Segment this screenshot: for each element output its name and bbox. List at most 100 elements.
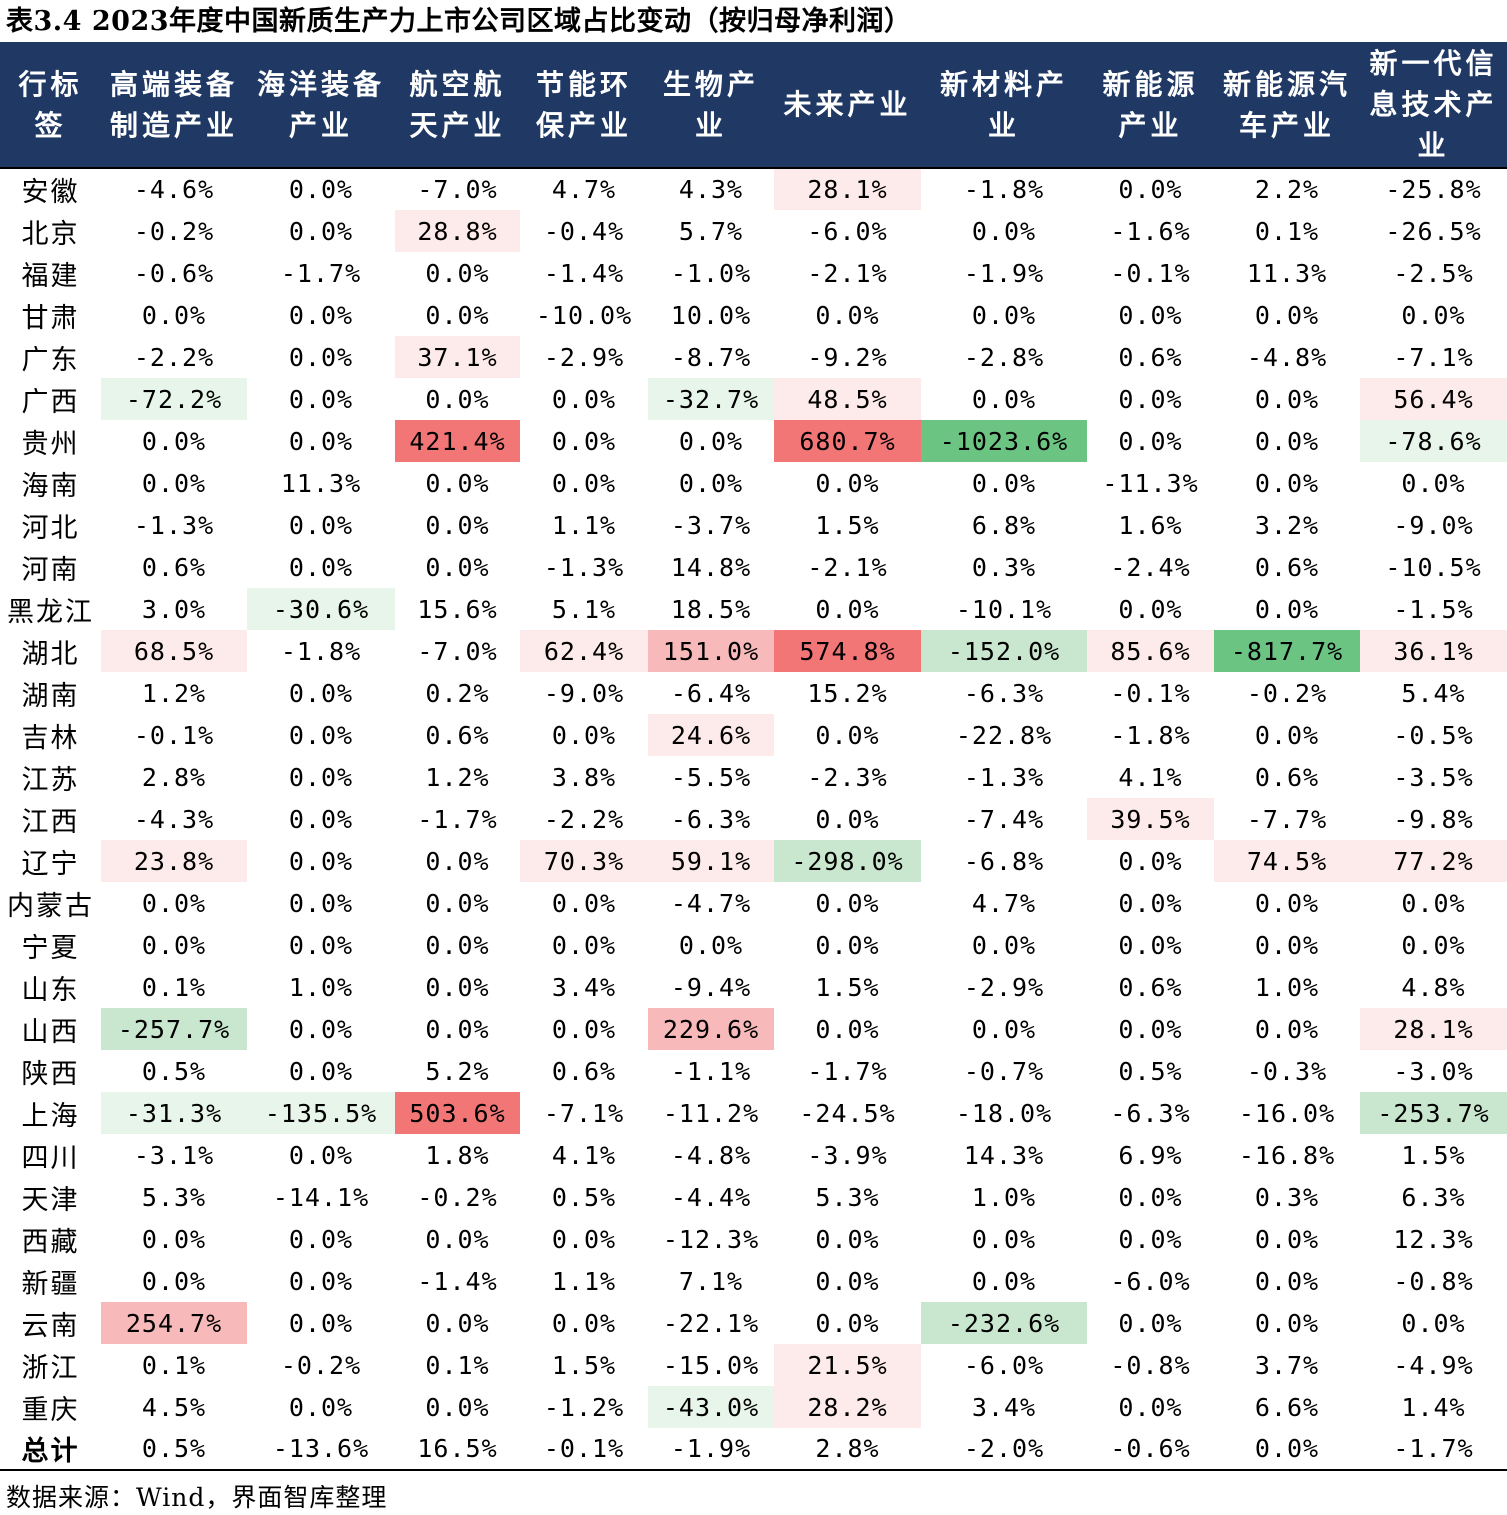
value-cell: 11.3% [1246,258,1328,288]
value-cell: 3.7% [1254,1350,1320,1380]
region-label: 新疆 [21,1268,80,1300]
value-cell: -2.3% [807,762,888,792]
value-cell: -0.2% [280,1350,362,1380]
value-cell: 74.5% [1214,840,1360,882]
value-cell: 0.0% [815,720,880,750]
value-cell: -6.8% [963,846,1045,876]
value-cell: -5.5% [670,762,752,792]
value-cell: -2.9% [963,972,1045,1002]
value-cell: -31.3% [101,1092,247,1134]
value-cell: -1.4% [417,1266,498,1296]
value-cell: 0.5% [101,1428,247,1471]
value-cell: 4.1% [1118,762,1183,792]
value-cell: 0.0% [815,930,880,960]
column-header: 航空航 天产业 [395,42,520,168]
value-cell: -817.7% [1214,630,1360,672]
value-cell: -26.5% [1385,216,1482,246]
value-cell: -0.3% [1246,1056,1328,1086]
value-cell: -0.8% [1110,1350,1191,1380]
table-row: 广西 -72.2% 0.0% 0.0% 0.0% -32.7% 48.5% 0.0% 0.0% 0… [0,378,1507,420]
header-line: 海洋装备 [256,67,385,101]
value-cell: 0.0% [1254,888,1320,918]
header-line: 天产业 [409,108,506,142]
value-cell: 0.3% [1254,1182,1320,1212]
value-cell: -2.1% [807,552,888,582]
value-cell: 16.5% [395,1428,520,1471]
table-row: 辽宁 23.8% 0.0% 0.0% 70.3% 59.1% -298.0% -6.8% 0.0… [0,840,1507,882]
value-cell: -4.9% [1393,1350,1474,1380]
value-cell: -22.1% [662,1308,760,1338]
value-cell: 1.0% [1254,972,1320,1002]
value-cell: 0.0% [288,762,354,792]
value-cell: -1.8% [280,636,362,666]
column-header: 新能源 产业 [1087,42,1214,168]
value-cell: 503.6% [395,1092,520,1134]
value-cell: -2.2% [133,342,215,372]
value-cell: 0.0% [1254,300,1320,330]
value-cell: 0.6% [425,720,490,750]
value-cell: -7.1% [543,1098,625,1128]
value-cell: 4.3% [648,167,774,210]
value-cell: 1.0% [971,1182,1037,1212]
value-cell: -2.4% [1110,552,1191,582]
value-cell: 0.0% [678,426,744,456]
value-cell: 1.5% [815,510,880,540]
value-cell: 0.0% [971,1014,1037,1044]
value-cell: 11.3% [280,468,362,498]
value-cell: 4.8% [1401,972,1466,1002]
column-header: 海洋装备 产业 [247,42,395,168]
value-cell: 0.0% [1118,426,1183,456]
value-cell: -0.2% [1246,678,1328,708]
value-cell: -1.6% [1110,216,1191,246]
table-row: 江苏 2.8% 0.0% 1.2% 3.8% -5.5% -2.3% -1.3% 4.1% 0.6… [0,756,1507,798]
value-cell: -2.1% [807,258,888,288]
value-cell: 0.0% [815,594,880,624]
value-cell: 0.0% [1254,1014,1320,1044]
value-cell: 15.2% [807,678,888,708]
value-cell: 0.0% [551,1224,617,1254]
header-line: 新一代信 [1369,47,1498,80]
header-line: 保产业 [535,108,632,142]
value-cell: -6.0% [807,216,888,246]
value-cell: 0.0% [1118,930,1183,960]
header-line: 新能源 [1102,67,1199,101]
value-cell: -135.5% [247,1092,395,1134]
value-cell: -2.0% [921,1428,1087,1471]
value-cell: 4.7% [971,888,1037,918]
value-cell: 68.5% [101,630,247,672]
value-cell: 0.0% [971,300,1037,330]
table-row: 黑龙江 3.0% -30.6% 15.6% 5.1% 18.5% 0.0% -10.1% 0.0… [0,588,1507,630]
value-cell: 0.6% [1118,342,1183,372]
value-cell: 0.0% [141,1266,207,1296]
value-cell: 0.0% [1118,888,1183,918]
value-cell: 1.4% [1401,1392,1466,1422]
value-cell: 0.0% [1118,300,1183,330]
region-label: 天津 [21,1184,80,1216]
region-label: 四川 [21,1142,80,1174]
value-cell: 0.0% [288,426,354,456]
column-header: 高端装备 制造产业 [101,42,247,168]
header-line: 车产业 [1238,108,1335,142]
header-line: 产业 [1118,108,1183,142]
value-cell: 680.7% [774,420,921,462]
value-cell: 0.0% [551,468,617,498]
region-label: 辽宁 [21,848,80,880]
region-label: 河南 [21,554,80,586]
value-cell: 0.0% [288,888,354,918]
header-line: 新能源汽 [1222,67,1351,101]
value-cell: 5.2% [425,1056,490,1086]
region-label: 吉林 [21,722,80,754]
source-note: 数据来源：Wind，界面智库整理 [6,1483,388,1512]
header-line: 行标 [18,67,83,101]
value-cell: 59.1% [648,840,774,882]
value-cell: 0.0% [815,888,880,918]
value-cell: -0.1% [1110,678,1191,708]
value-cell: 5.3% [141,1182,207,1212]
header-line: 业 [987,108,1020,142]
value-cell: -253.7% [1360,1092,1507,1134]
value-cell: 0.0% [1118,1182,1183,1212]
value-cell: 0.0% [141,300,207,330]
value-cell: 0.0% [141,1224,207,1254]
value-cell: 0.0% [141,426,207,456]
value-cell: -298.0% [774,840,921,882]
